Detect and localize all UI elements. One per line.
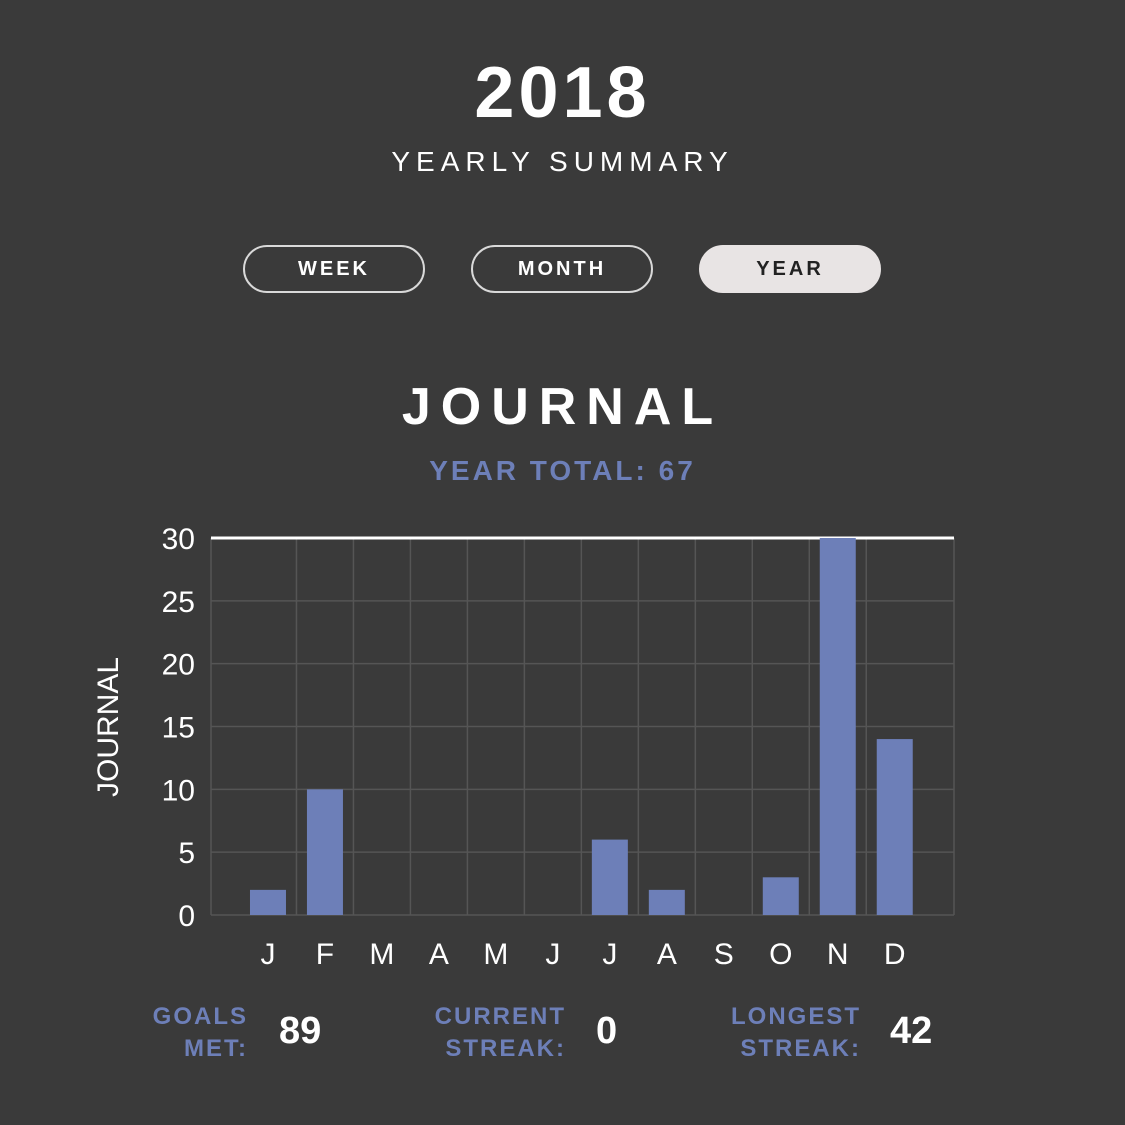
bar-7 <box>648 889 685 915</box>
current-streak-value: 0 <box>596 1010 618 1052</box>
tab-year[interactable]: YEAR <box>699 245 881 293</box>
y-tick-label: 20 <box>162 649 195 682</box>
y-tick-label: 30 <box>162 523 195 556</box>
section-title: JOURNAL <box>401 378 724 436</box>
y-tick-label: 25 <box>162 586 195 619</box>
x-tick-label: D <box>884 938 906 971</box>
bar-10 <box>819 538 856 915</box>
y-tick-label: 10 <box>162 774 195 807</box>
x-tick-label: J <box>602 938 617 971</box>
goals-met-value: 89 <box>279 1010 322 1052</box>
longest-streak-label: LONGEST STREAK: <box>718 1001 861 1065</box>
longest-streak-label-line1: LONGEST <box>730 1003 861 1030</box>
x-tick-label: S <box>714 938 734 971</box>
x-tick-label: M <box>483 938 508 971</box>
y-tick-label: 15 <box>162 712 195 745</box>
x-tick-label: J <box>260 938 275 971</box>
x-tick-label: O <box>769 938 792 971</box>
x-tick-label: J <box>545 938 560 971</box>
period-tabs: WEEK MONTH YEAR <box>0 245 1125 293</box>
page-subtitle: YEARLY SUMMARY <box>391 146 734 177</box>
x-tick-label: N <box>827 938 849 971</box>
x-tick-label: F <box>316 938 334 971</box>
tab-week[interactable]: WEEK <box>243 245 425 293</box>
year-total: YEAR TOTAL: 67 <box>429 455 696 486</box>
longest-streak-value: 42 <box>890 1010 933 1052</box>
bar-6 <box>591 839 628 915</box>
bar-9 <box>762 877 799 915</box>
x-tick-label: A <box>657 938 677 971</box>
bar-1 <box>306 789 343 915</box>
bar-0 <box>249 889 286 915</box>
current-streak-label-line1: CURRENT <box>434 1003 566 1030</box>
goals-met-label: GOALS MET: <box>140 1001 248 1065</box>
current-streak-label-line2: STREAK: <box>445 1035 566 1062</box>
longest-streak-label-line2: STREAK: <box>740 1035 861 1062</box>
y-tick-label: 5 <box>178 837 195 870</box>
y-tick-label: 0 <box>178 900 195 933</box>
y-axis-label: JOURNAL <box>92 657 125 797</box>
bar-11 <box>876 739 913 915</box>
current-streak-label: CURRENT STREAK: <box>420 1001 566 1065</box>
tab-month[interactable]: MONTH <box>471 245 653 293</box>
x-tick-label: M <box>369 938 394 971</box>
x-tick-label: A <box>429 938 449 971</box>
goals-met-label-line1: GOALS <box>152 1003 248 1030</box>
goals-met-label-line2: MET: <box>184 1035 248 1062</box>
year-title: 2018 <box>474 53 651 133</box>
